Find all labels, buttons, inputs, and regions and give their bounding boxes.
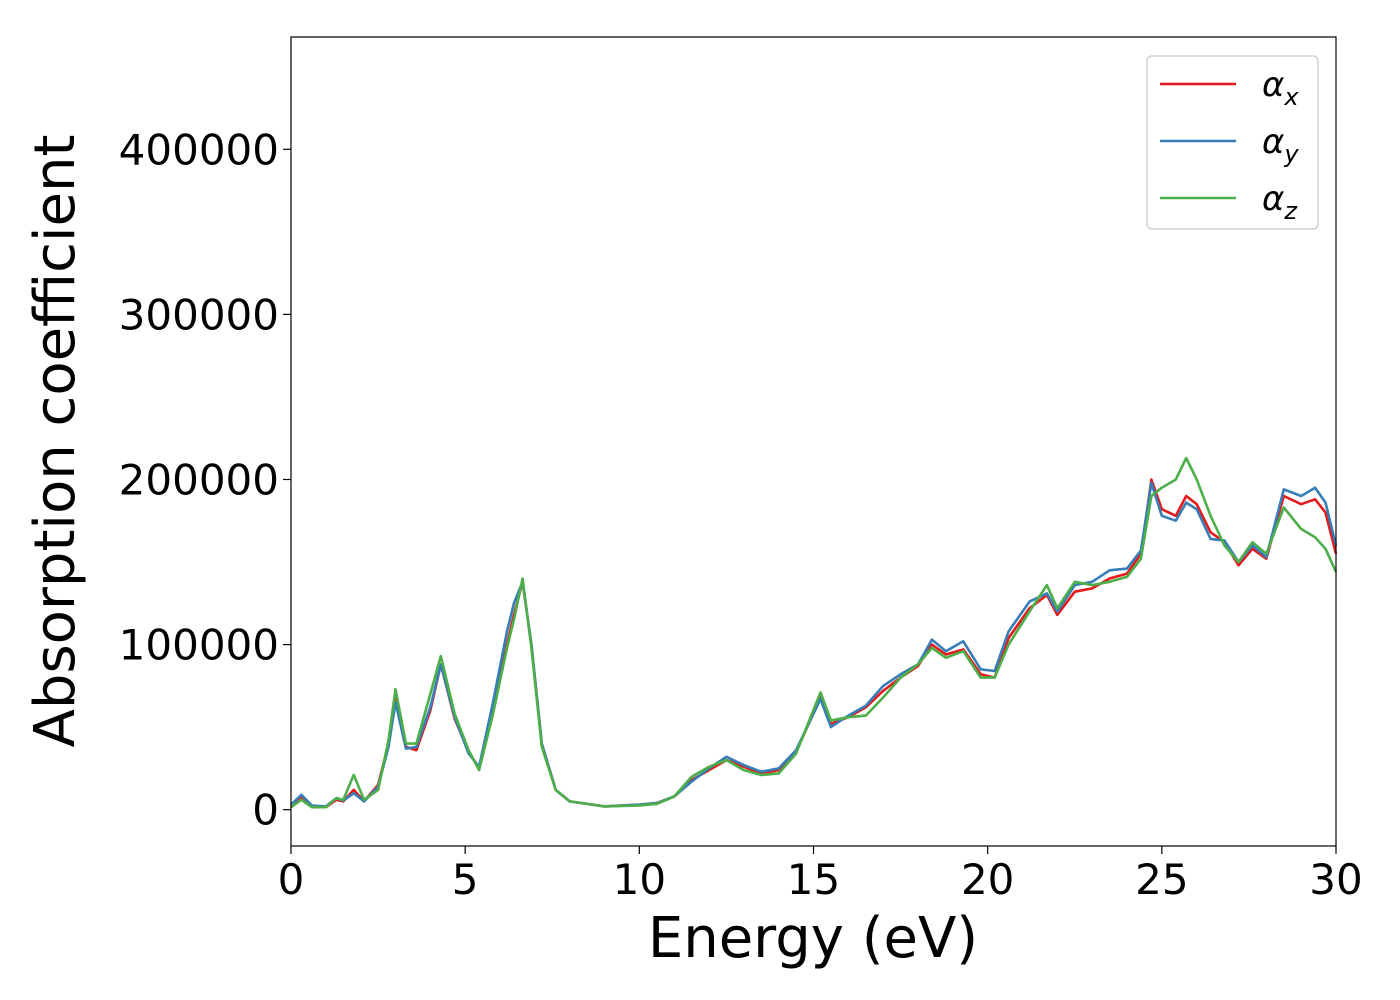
y-tick-label: 300000 <box>119 290 279 339</box>
y-axis-ticks: 0 100000 200000 300000 400000 <box>119 125 291 835</box>
x-tick-label: 10 <box>613 855 666 904</box>
y-tick-label: 0 <box>252 786 279 835</box>
x-tick-label: 0 <box>278 855 305 904</box>
x-axis-title: Energy (eV) <box>648 906 978 971</box>
series-line-z <box>290 456 1338 809</box>
x-tick-label: 15 <box>787 855 840 904</box>
series-layer <box>290 456 1338 809</box>
y-tick-label: 100000 <box>119 621 279 670</box>
legend-box <box>1146 55 1319 230</box>
y-tick-label: 400000 <box>119 125 279 174</box>
y-tick-label: 200000 <box>119 455 279 504</box>
x-tick-label: 20 <box>961 855 1014 904</box>
y-axis-title: Absorption coefficient <box>23 135 88 748</box>
x-axis-ticks: 0 5 10 15 20 25 30 <box>278 846 1363 904</box>
x-tick-label: 25 <box>1135 855 1188 904</box>
x-tick-label: 30 <box>1309 855 1362 904</box>
x-tick-label: 5 <box>452 855 479 904</box>
